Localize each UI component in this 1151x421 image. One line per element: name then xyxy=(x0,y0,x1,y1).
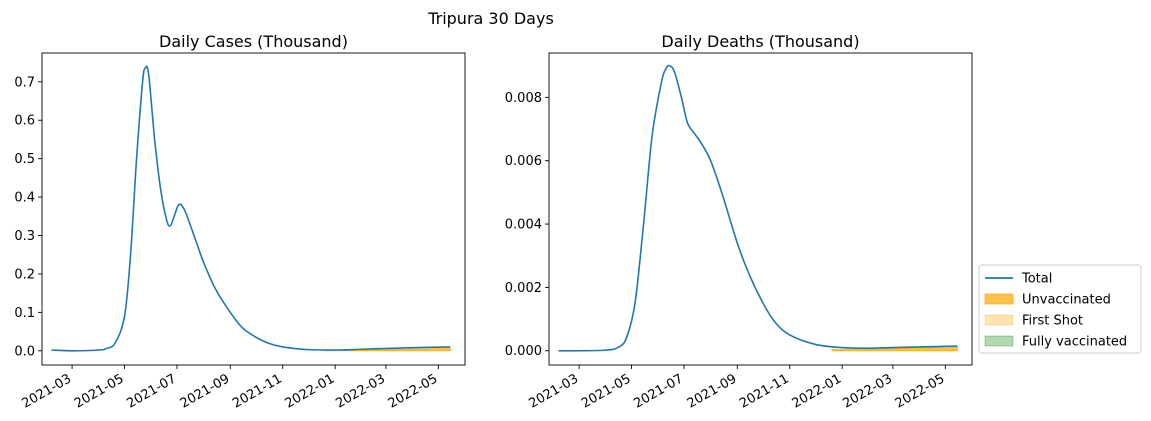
y-tick-label: 0.2 xyxy=(14,267,35,282)
y-tick-label: 0.004 xyxy=(505,218,542,233)
x-tick-label: 2021-03 xyxy=(20,371,75,411)
x-tick-label: 2021-05 xyxy=(72,371,127,411)
legend: Total Unvaccinated First Shot Fully vaccina… xyxy=(978,264,1142,354)
legend-label-first-shot: First Shot xyxy=(1022,314,1083,329)
chart-title: Daily Cases (Thousand) xyxy=(159,32,348,51)
y-tick-label: 0.0 xyxy=(14,344,35,359)
chart-panel-2: Daily Deaths (Thousand) 0.000 0.002 0.004 0.… xyxy=(505,32,973,412)
chart-panel-1: Daily Cases (Thousand) 0.0 0.1 0.2 0.3 0.4 0.5… xyxy=(14,32,466,412)
series-line-total xyxy=(558,64,958,352)
y-tick-label: 0.008 xyxy=(505,91,542,106)
y-tick-label: 0.3 xyxy=(14,229,35,244)
x-tick-label: 2021-09 xyxy=(685,371,740,411)
x-tick-label: 2021-09 xyxy=(178,371,233,411)
x-tick-label: 2022-03 xyxy=(840,371,895,411)
legend-label-unvaccinated: Unvaccinated xyxy=(1022,293,1111,308)
axes-frame xyxy=(548,52,973,366)
x-tick-label: 2021-05 xyxy=(579,371,634,411)
y-tick-label: 0.7 xyxy=(14,75,35,90)
axes-frame xyxy=(41,52,466,366)
legend-swatch-unvaccinated xyxy=(984,293,1014,305)
y-tick-label: 0.000 xyxy=(505,344,542,359)
area-unvaccinated xyxy=(831,346,958,352)
x-tick-label: 2021-11 xyxy=(737,371,792,411)
x-tick-label: 2021-07 xyxy=(631,371,686,411)
y-tick-label: 0.1 xyxy=(14,306,35,321)
y-tick-label: 0.002 xyxy=(505,281,542,296)
series-line-total xyxy=(51,65,451,352)
legend-label-total: Total xyxy=(1021,272,1052,287)
legend-label-fully-vaccinated: Fully vaccinated xyxy=(1022,335,1127,350)
x-tick-label: 2022-03 xyxy=(333,371,388,411)
x-tick-label: 2021-07 xyxy=(124,371,179,411)
y-tick-label: 0.6 xyxy=(14,114,35,129)
x-tick-label: 2021-11 xyxy=(230,371,285,411)
legend-swatch-first-shot xyxy=(984,314,1014,326)
legend-box xyxy=(978,264,1142,354)
figure-suptitle: Tripura 30 Days xyxy=(427,9,554,28)
legend-swatch-fully-vaccinated xyxy=(984,335,1014,347)
chart-panels: Daily Cases (Thousand) 0.0 0.1 0.2 0.3 0.4 0.5… xyxy=(14,32,973,412)
y-tick-label: 0.006 xyxy=(505,154,542,169)
x-tick-label: 2022-05 xyxy=(386,371,441,411)
x-tick-label: 2022-05 xyxy=(893,371,948,411)
x-tick-label: 2022-01 xyxy=(790,371,845,411)
y-tick-label: 0.5 xyxy=(14,152,35,167)
x-tick-label: 2021-03 xyxy=(527,371,582,411)
chart-title: Daily Deaths (Thousand) xyxy=(661,32,859,51)
y-tick-label: 0.4 xyxy=(14,191,35,206)
x-tick-label: 2022-01 xyxy=(283,371,338,411)
